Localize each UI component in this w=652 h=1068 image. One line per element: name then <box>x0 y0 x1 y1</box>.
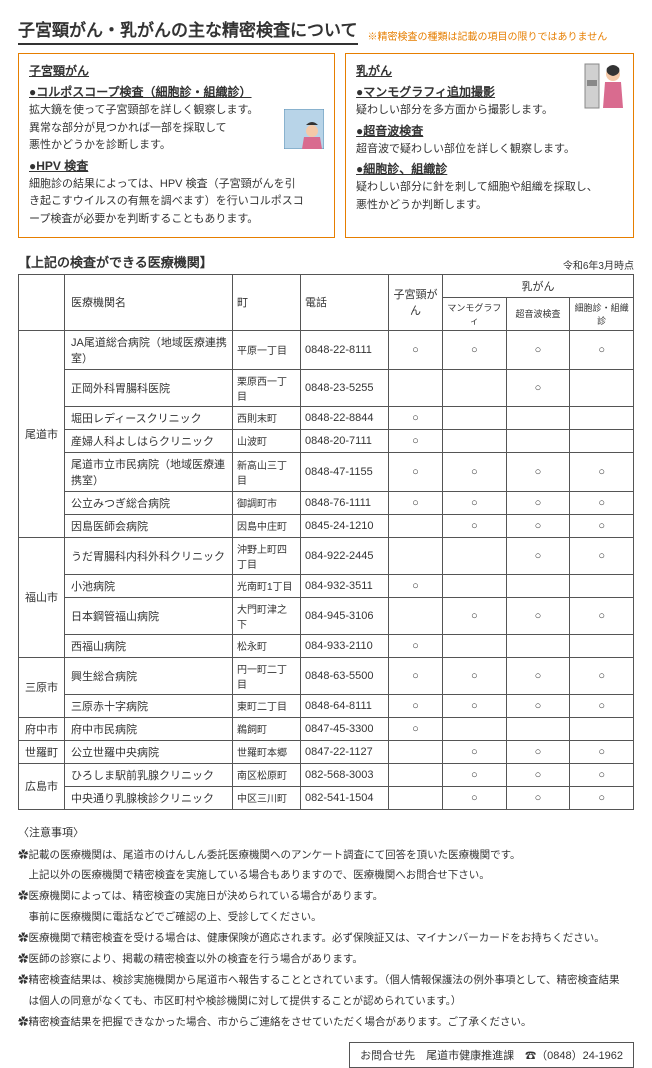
cyto-name: ●細胞診、組織診 <box>356 160 623 177</box>
table-row: 西福山病院松永町084-933-2110○ <box>19 634 634 657</box>
th-tel: 電話 <box>301 274 389 330</box>
table-row: 小池病院光南町1丁目084-932-3511○ <box>19 574 634 597</box>
note-item: ✿医療機関によっては、精密検査の実施日が決められている場合があります。 <box>18 887 634 906</box>
th-us: 超音波検査 <box>506 297 570 330</box>
us-name: ●超音波検査 <box>356 122 623 139</box>
note-item: は個人の同意がなくても、市区町村や検診機関に対して提供することが認められています… <box>18 992 634 1011</box>
table-row: 三原市興生総合病院円一町二丁目0848-63-5500○○○○ <box>19 657 634 694</box>
th-mammo: マンモグラフィ <box>443 297 507 330</box>
city-cell: 広島市 <box>19 763 65 809</box>
th-cyto: 細胞診・組織診 <box>570 297 634 330</box>
colpo-desc: 拡大鏡を使って子宮頸部を詳しく観察します。 異常な部分が見つかれば一部を採取して… <box>29 102 324 155</box>
table-row: 堀田レディースクリニック西則末町0848-22-8844○ <box>19 406 634 429</box>
notes-title: 〈注意事項〉 <box>18 824 634 840</box>
notes: ✿記載の医療機関は、尾道市のけんしん委託医療機関へのアンケート調査にて回答を頂い… <box>18 846 634 1032</box>
th-cervical: 子宮頸がん <box>389 274 443 330</box>
hpv-name: ●HPV 検査 <box>29 157 324 174</box>
hpv-desc: 細胞診の結果によっては、HPV 検査（子宮頸がんを引 き起こすウイルスの有無を調… <box>29 176 324 229</box>
mammo-icon <box>583 60 627 110</box>
th-town: 町 <box>233 274 301 330</box>
table-row: 中央通り乳腺検診クリニック中区三川町082-541-1504○○○ <box>19 786 634 809</box>
city-cell: 世羅町 <box>19 740 65 763</box>
table-row: 日本鋼管福山病院大門町津之下084-945-3106○○○ <box>19 597 634 634</box>
page-title: 子宮頸がん・乳がんの主な精密検査について <box>18 16 358 45</box>
table-row: 世羅町公立世羅中央病院世羅町本郷0847-22-1127○○○ <box>19 740 634 763</box>
note-item: 上記以外の医療機関で精密検査を実施している場合もありますので、医療機関へお問合せ… <box>18 866 634 885</box>
header: 子宮頸がん・乳がんの主な精密検査について ※精密検査の種類は記載の項目の限りでは… <box>18 16 634 45</box>
us-desc: 超音波で疑わしい部位を詳しく観察します。 <box>356 141 623 159</box>
note-item: ✿医療機関で精密検査を受ける場合は、健康保険が適応されます。必ず保険証又は、マイ… <box>18 929 634 948</box>
city-cell: 尾道市 <box>19 330 65 537</box>
th-hospital: 医療機関名 <box>65 274 233 330</box>
exam-boxes: 子宮頸がん ●コルポスコープ検査（細胞診・組織診） 拡大鏡を使って子宮頸部を詳し… <box>18 53 634 238</box>
table-row: 三原赤十字病院東町二丁目0848-64-8111○○○○ <box>19 694 634 717</box>
table-row: 尾道市立市民病院（地域医療連携室）新高山三丁目0848-47-1155○○○○ <box>19 452 634 491</box>
table-row: 産婦人科よしはらクリニック山波町0848-20-7111○ <box>19 429 634 452</box>
cervical-box: 子宮頸がん ●コルポスコープ検査（細胞診・組織診） 拡大鏡を使って子宮頸部を詳し… <box>18 53 335 238</box>
city-cell: 福山市 <box>19 537 65 657</box>
table-row: 因島医師会病院因島中庄町0845-24-1210○○○ <box>19 514 634 537</box>
colpo-name: ●コルポスコープ検査（細胞診・組織診） <box>29 83 324 100</box>
note-item: 事前に医療機関に電話などでご確認の上、受診してください。 <box>18 908 634 927</box>
table-row: 福山市うだ胃腸科内科外科クリニック沖野上町四丁目084-922-2445○○ <box>19 537 634 574</box>
breast-box: 乳がん ●マンモグラフィ追加撮影 疑わしい部分を多方面から撮影します。 ●超音波… <box>345 53 634 238</box>
title-note: ※精密検査の種類は記載の項目の限りではありません <box>368 28 608 45</box>
cyto-desc: 疑わしい部分に針を刺して細胞や組織を採取し、 悪性かどうか判断します。 <box>356 179 623 214</box>
note-item: ✿医師の診察により、掲載の精密検査以外の検査を行う場合があります。 <box>18 950 634 969</box>
table-row: 広島市ひろしま駅前乳腺クリニック南区松原町082-568-3003○○○ <box>19 763 634 786</box>
cervical-heading: 子宮頸がん <box>29 62 324 79</box>
city-cell: 府中市 <box>19 717 65 740</box>
table-row: 府中市府中市民病院鵜飼町0847-45-3300○ <box>19 717 634 740</box>
contact-box: お問合せ先 尾道市健康推進課 ☎（0848）24-1962 <box>349 1042 634 1068</box>
hospital-table: 医療機関名 町 電話 子宮頸がん 乳がん マンモグラフィ 超音波検査 細胞診・組… <box>18 274 634 810</box>
note-item: ✿記載の医療機関は、尾道市のけんしん委託医療機関へのアンケート調査にて回答を頂い… <box>18 846 634 865</box>
patient-icon <box>284 109 324 149</box>
table-row: 正岡外科胃腸科医院栗原西一丁目0848-23-5255○ <box>19 369 634 406</box>
note-item: ✿精密検査結果を把握できなかった場合、市からご連絡をさせていただく場合があります… <box>18 1013 634 1032</box>
th-breast: 乳がん <box>443 274 634 297</box>
city-cell: 三原市 <box>19 657 65 717</box>
table-row: 公立みつぎ総合病院御調町市0848-76-1111○○○○ <box>19 491 634 514</box>
table-row: 尾道市JA尾道総合病院（地域医療連携室）平原一丁目0848-22-8111○○○… <box>19 330 634 369</box>
note-item: ✿精密検査結果は、検診実施機関から尾道市へ報告することとされています。（個人情報… <box>18 971 634 990</box>
